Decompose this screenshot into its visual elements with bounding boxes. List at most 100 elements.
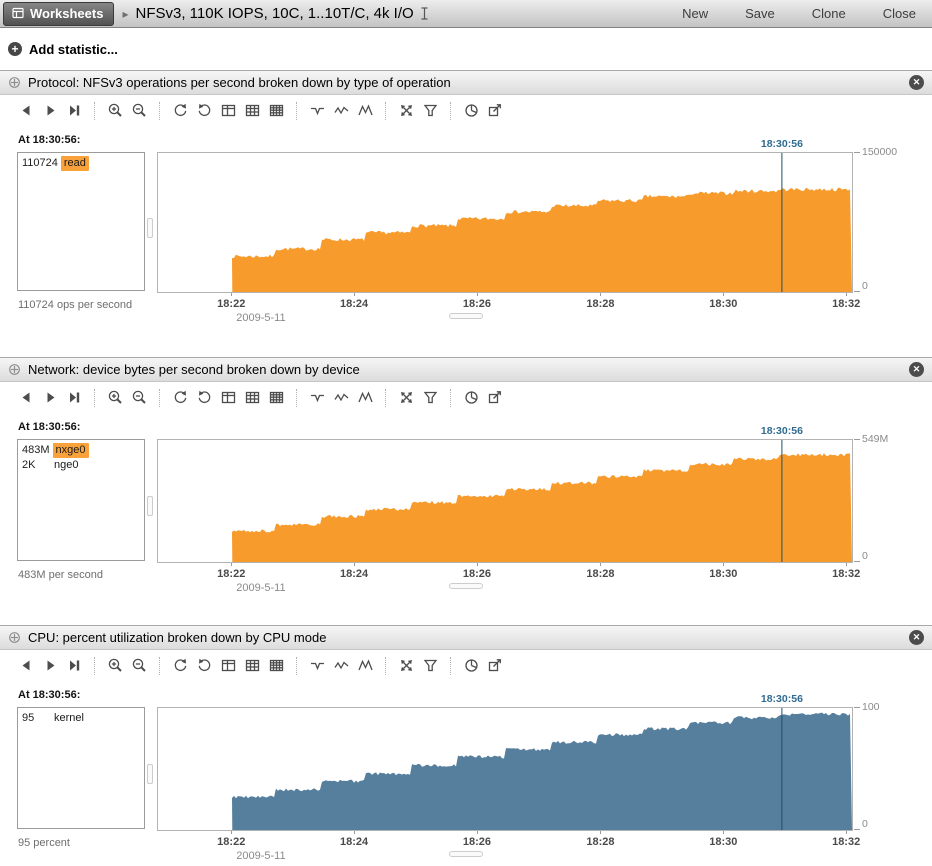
line-minimum-icon[interactable] — [306, 387, 328, 408]
x-axis-tick — [231, 563, 233, 566]
move-icon[interactable] — [8, 363, 21, 376]
table-outline-icon[interactable] — [217, 387, 239, 408]
y-axis-tick-max — [854, 707, 860, 708]
move-icon[interactable] — [8, 76, 21, 89]
move-icon[interactable] — [8, 631, 21, 644]
x-axis-tick-label: 18:24 — [340, 568, 369, 580]
new-button[interactable]: New — [682, 6, 709, 21]
expand-icon[interactable] — [395, 387, 417, 408]
zoom-out-icon[interactable] — [128, 387, 150, 408]
legend-panel[interactable]: 110724 read — [17, 152, 145, 291]
zoom-in-icon[interactable] — [104, 387, 126, 408]
open-in-new-icon[interactable] — [484, 655, 506, 676]
drilldown-icon[interactable] — [419, 100, 441, 121]
close-chart-icon[interactable]: ✕ — [909, 630, 924, 645]
legend-panel[interactable]: 483M nxge0 2K nge0 — [17, 439, 145, 561]
close-button[interactable]: Close — [882, 6, 916, 21]
chart-section-header[interactable]: Network: device bytes per second broken … — [0, 357, 932, 382]
legend-name: nge0 — [54, 459, 79, 471]
time-back-icon[interactable] — [169, 387, 191, 408]
line-average-icon[interactable] — [330, 387, 352, 408]
open-in-new-icon[interactable] — [484, 100, 506, 121]
table-grid-icon[interactable] — [241, 387, 263, 408]
pie-chart-icon[interactable] — [460, 387, 482, 408]
chart-resize-handle[interactable] — [449, 851, 483, 857]
line-average-icon[interactable] — [330, 100, 352, 121]
toolbar-separator — [94, 656, 95, 675]
table-dense-icon[interactable] — [265, 387, 287, 408]
y-axis-max-label: 150000 — [862, 146, 898, 158]
zoom-out-icon[interactable] — [128, 655, 150, 676]
table-outline-icon[interactable] — [217, 655, 239, 676]
chart-section-header[interactable]: Protocol: NFSv3 operations per second br… — [0, 70, 932, 95]
y-axis-min-label: 0 — [862, 818, 868, 830]
drilldown-icon[interactable] — [419, 655, 441, 676]
worksheet-title[interactable]: NFSv3, 110K IOPS, 10C, 1..10T/C, 4k I/O — [135, 5, 414, 22]
line-minimum-icon[interactable] — [306, 100, 328, 121]
save-button[interactable]: Save — [745, 6, 775, 21]
zoom-in-icon[interactable] — [104, 655, 126, 676]
skip-forward-icon[interactable] — [63, 100, 85, 121]
chart-resize-handle[interactable] — [449, 583, 483, 589]
zoom-in-icon[interactable] — [104, 100, 126, 121]
line-minimum-icon[interactable] — [306, 655, 328, 676]
table-dense-icon[interactable] — [265, 655, 287, 676]
legend-value: 95 — [22, 712, 35, 724]
step-forward-icon[interactable] — [39, 655, 61, 676]
skip-forward-icon[interactable] — [63, 387, 85, 408]
step-back-icon[interactable] — [15, 655, 37, 676]
time-forward-icon[interactable] — [193, 655, 215, 676]
legend-item[interactable]: 2K nge0 — [18, 458, 144, 473]
legend-item[interactable]: 110724 read — [18, 156, 144, 171]
line-maximum-icon[interactable] — [354, 387, 376, 408]
x-axis-tick — [354, 831, 356, 834]
line-average-icon[interactable] — [330, 655, 352, 676]
chart-toolbar — [0, 650, 932, 681]
add-statistic-row[interactable]: + Add statistic... — [0, 28, 932, 70]
chart-section-header[interactable]: CPU: percent utilization broken down by … — [0, 625, 932, 650]
skip-forward-icon[interactable] — [63, 655, 85, 676]
step-forward-icon[interactable] — [39, 387, 61, 408]
line-maximum-icon[interactable] — [354, 655, 376, 676]
legend-panel[interactable]: 95 kernel — [17, 707, 145, 829]
step-back-icon[interactable] — [15, 387, 37, 408]
add-statistic-label: Add statistic... — [29, 41, 118, 57]
chart-resize-handle[interactable] — [449, 313, 483, 319]
toolbar-separator — [296, 656, 297, 675]
plot-area[interactable]: 18:30:56 — [157, 425, 853, 563]
pane-resize-handle[interactable] — [147, 217, 153, 238]
time-forward-icon[interactable] — [193, 387, 215, 408]
pie-chart-icon[interactable] — [460, 655, 482, 676]
close-chart-icon[interactable]: ✕ — [909, 75, 924, 90]
step-forward-icon[interactable] — [39, 100, 61, 121]
step-back-icon[interactable] — [15, 100, 37, 121]
worksheets-button[interactable]: Worksheets — [3, 1, 115, 26]
zoom-out-icon[interactable] — [128, 100, 150, 121]
close-chart-icon[interactable]: ✕ — [909, 362, 924, 377]
time-back-icon[interactable] — [169, 655, 191, 676]
plot-area[interactable]: 18:30:56 — [157, 693, 853, 831]
time-forward-icon[interactable] — [193, 100, 215, 121]
expand-icon[interactable] — [395, 655, 417, 676]
drilldown-icon[interactable] — [419, 387, 441, 408]
worksheet-actions: New Save Clone Close — [682, 6, 916, 21]
table-dense-icon[interactable] — [265, 100, 287, 121]
chart-sections: Protocol: NFSv3 operations per second br… — [0, 70, 932, 866]
pie-chart-icon[interactable] — [460, 100, 482, 121]
legend-item[interactable]: 483M nxge0 — [18, 443, 144, 458]
toolbar-separator — [94, 101, 95, 120]
plot-area[interactable]: 18:30:56 — [157, 138, 853, 293]
legend-item[interactable]: 95 kernel — [18, 711, 144, 726]
clone-button[interactable]: Clone — [811, 6, 846, 21]
pane-resize-handle[interactable] — [147, 764, 153, 784]
table-outline-icon[interactable] — [217, 100, 239, 121]
line-maximum-icon[interactable] — [354, 100, 376, 121]
time-back-icon[interactable] — [169, 100, 191, 121]
expand-icon[interactable] — [395, 100, 417, 121]
table-grid-icon[interactable] — [241, 655, 263, 676]
toolbar-separator — [159, 656, 160, 675]
open-in-new-icon[interactable] — [484, 387, 506, 408]
table-grid-icon[interactable] — [241, 100, 263, 121]
pane-resize-handle[interactable] — [147, 496, 153, 516]
breadcrumb-separator-icon: ▸ — [122, 6, 129, 21]
